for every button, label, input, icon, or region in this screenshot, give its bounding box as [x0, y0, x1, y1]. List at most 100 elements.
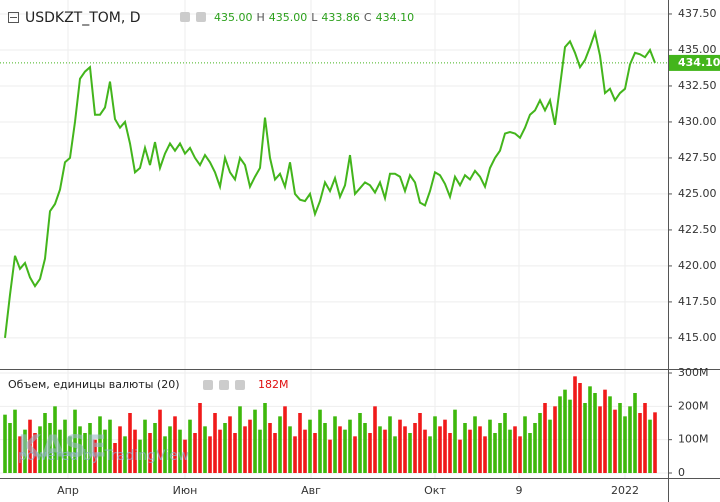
- volume-bar: [303, 429, 307, 473]
- volume-bar: [223, 423, 227, 473]
- y-tick-label: 427.50: [678, 151, 717, 164]
- volume-bar: [148, 433, 152, 473]
- x-tick-label: 9: [516, 484, 523, 497]
- volume-bar: [483, 436, 487, 473]
- volume-bar: [58, 429, 62, 473]
- volume-bar: [188, 419, 192, 473]
- volume-bar: [563, 389, 567, 473]
- volume-bar: [333, 416, 337, 473]
- collapse-icon[interactable]: [8, 12, 19, 23]
- volume-bar: [478, 426, 482, 473]
- volume-bar: [168, 426, 172, 473]
- volume-bar: [288, 426, 292, 473]
- volume-bar: [413, 423, 417, 473]
- volume-bar: [338, 426, 342, 473]
- volume-bar: [578, 383, 582, 473]
- volume-bar: [328, 439, 332, 473]
- y-tick-label: 430.00: [678, 115, 717, 128]
- volume-bar: [488, 419, 492, 473]
- volume-bar: [213, 413, 217, 473]
- volume-bar: [193, 433, 197, 473]
- volume-bar: [108, 419, 112, 473]
- close-icon[interactable]: [235, 380, 245, 390]
- volume-bar: [248, 419, 252, 473]
- x-tick-label: Авг: [301, 484, 321, 497]
- volume-bar: [233, 433, 237, 473]
- settings-icon[interactable]: [196, 12, 206, 22]
- volume-bar: [518, 436, 522, 473]
- volume-bar: [203, 426, 207, 473]
- volume-bar: [453, 409, 457, 473]
- volume-title: Объем, единицы валюты (20): [8, 378, 180, 391]
- volume-bar: [373, 406, 377, 473]
- volume-bar: [523, 416, 527, 473]
- volume-bar: [118, 426, 122, 473]
- volume-bar: [428, 436, 432, 473]
- volume-bar: [88, 423, 92, 473]
- volume-bar: [638, 413, 642, 473]
- volume-bar: [53, 406, 57, 473]
- volume-bar: [493, 433, 497, 473]
- volume-bar: [348, 419, 352, 473]
- volume-bar: [628, 406, 632, 473]
- symbol-title: USDKZT_TOM, D: [25, 10, 141, 26]
- volume-bar: [3, 414, 7, 473]
- volume-bar: [358, 413, 362, 473]
- volume-bar: [378, 426, 382, 473]
- volume-bar: [278, 416, 282, 473]
- volume-bar: [23, 429, 27, 473]
- volume-bar: [293, 436, 297, 473]
- eye-icon[interactable]: [180, 12, 190, 22]
- volume-bar: [103, 429, 107, 473]
- eye-icon[interactable]: [203, 380, 213, 390]
- volume-bar: [423, 429, 427, 473]
- volume-bar: [33, 433, 37, 473]
- y-tick-label: 422.50: [678, 223, 717, 236]
- volume-bar: [198, 403, 202, 473]
- volume-bar: [13, 409, 17, 473]
- volume-bar: [93, 439, 97, 473]
- volume-bar: [163, 436, 167, 473]
- volume-bar: [173, 416, 177, 473]
- ohlc-label: H: [257, 11, 265, 24]
- settings-icon[interactable]: [219, 380, 229, 390]
- volume-bar: [403, 426, 407, 473]
- volume-bar: [388, 416, 392, 473]
- volume-bar: [383, 429, 387, 473]
- volume-bar: [433, 416, 437, 473]
- volume-bar: [503, 413, 507, 473]
- volume-bar: [128, 413, 132, 473]
- volume-bar: [133, 429, 137, 473]
- volume-bar: [473, 416, 477, 473]
- watermark-credit: powered by TradingView: [18, 448, 189, 464]
- volume-bar: [458, 439, 462, 473]
- volume-bar: [268, 423, 272, 473]
- volume-bar: [63, 419, 67, 473]
- marks-layer: [0, 29, 668, 473]
- volume-bar: [533, 423, 537, 473]
- volume-bar: [38, 426, 42, 473]
- ohlc-label: L: [311, 11, 318, 24]
- volume-bar: [8, 423, 12, 473]
- volume-bar: [273, 433, 277, 473]
- volume-bar: [113, 443, 117, 473]
- y-tick-label: 417.50: [678, 295, 717, 308]
- volume-bar: [73, 409, 77, 473]
- volume-bar: [43, 413, 47, 473]
- volume-bar: [368, 433, 372, 473]
- volume-bar: [298, 413, 302, 473]
- volume-bar: [18, 436, 22, 473]
- y-tick-label: 437.50: [678, 7, 717, 20]
- volume-bar: [48, 423, 52, 473]
- volume-bar: [353, 436, 357, 473]
- ohlc-label: 434.10: [376, 11, 415, 24]
- volume-bar: [653, 412, 657, 473]
- volume-bar: [613, 409, 617, 473]
- volume-bar: [513, 426, 517, 473]
- volume-bar: [393, 436, 397, 473]
- ohlc-label: 435.00: [269, 11, 308, 24]
- volume-bar: [463, 423, 467, 473]
- y-tick-label: 200M: [678, 399, 709, 412]
- volume-bar: [263, 403, 267, 473]
- y-tick-label: 432.50: [678, 79, 717, 92]
